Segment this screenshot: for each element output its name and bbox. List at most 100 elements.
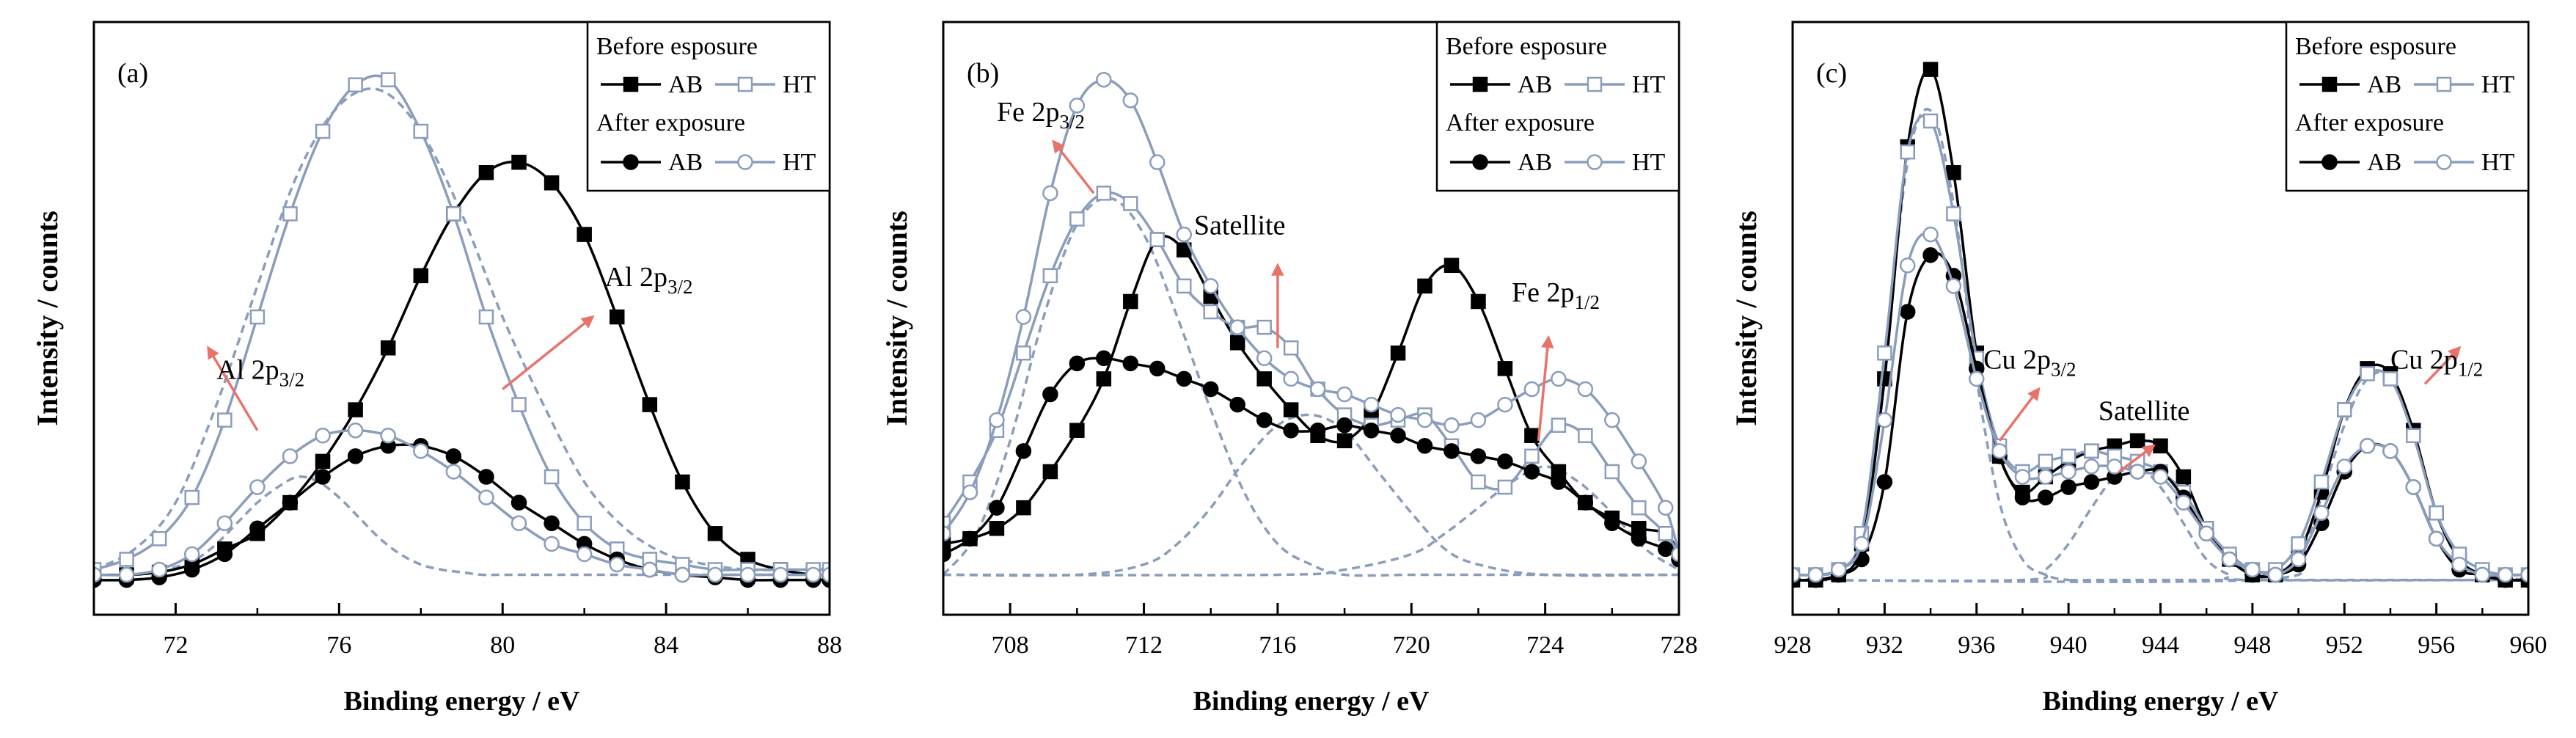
data-point [2060, 448, 2076, 464]
data-point [577, 227, 592, 242]
annotation-arrow [502, 315, 595, 390]
data-point [1256, 371, 1272, 387]
data-point [1577, 381, 1594, 398]
data-point [184, 489, 200, 505]
annotation-label: Al 2p3/2 [216, 354, 304, 390]
data-point [282, 448, 299, 464]
data-point [822, 566, 830, 583]
data-point [1899, 304, 1916, 320]
data-point [1969, 370, 1985, 387]
data-point [511, 397, 527, 412]
data-point [1256, 319, 1272, 335]
data-point [1658, 541, 1674, 558]
data-point [1229, 335, 1245, 351]
y-axis-title: Intensity / counts [880, 211, 913, 425]
data-point [445, 448, 462, 464]
data-point [1631, 500, 1647, 516]
data-point [2014, 469, 2031, 485]
data-point [544, 536, 560, 552]
data-point [1069, 423, 1085, 438]
data-point [282, 494, 299, 511]
panel-0: 72 76 80 84 88 Binding energy / eV Intensity /… [31, 21, 842, 717]
annotation-subscript: 3/2 [667, 276, 693, 298]
data-point [1471, 293, 1486, 310]
data-point [1443, 417, 1460, 434]
series-0 [94, 154, 830, 582]
panel-2: 928 932 936 940 944 948 952 956 960 Binding energ… [1730, 21, 2547, 717]
x-tick-label: 708 [992, 632, 1029, 659]
series-3 [1793, 226, 2528, 583]
data-point [2083, 458, 2100, 475]
x-axis-title: Binding energy / eV [344, 686, 581, 717]
data-point [1256, 412, 1273, 428]
data-point [1149, 360, 1166, 377]
annotation-subscript: 1/2 [1575, 291, 1600, 313]
data-point [511, 515, 527, 531]
annotation-arrow [1052, 139, 1095, 194]
data-point [1497, 479, 1513, 495]
data-point [1991, 443, 2008, 459]
data-point [1922, 246, 1939, 263]
x-tick-label: 960 [2510, 632, 2547, 659]
data-point [609, 309, 625, 325]
data-point [413, 268, 429, 284]
data-point [1416, 438, 1433, 454]
data-point [478, 489, 494, 505]
data-point [1497, 396, 1513, 413]
data-point [2313, 474, 2330, 490]
data-point [1416, 412, 1433, 428]
data-point [1443, 257, 1460, 274]
data-point [1497, 361, 1513, 376]
data-point [576, 546, 593, 563]
data-point [2360, 366, 2375, 381]
data-point [1524, 448, 1540, 464]
data-point [1363, 422, 1380, 439]
data-point [1283, 370, 1299, 387]
data-point [707, 566, 723, 583]
x-tick-label: 720 [1393, 632, 1430, 659]
data-point [119, 552, 134, 567]
annotation-arrow [2423, 346, 2462, 385]
data-point [2244, 561, 2261, 578]
data-point [2337, 402, 2352, 417]
annotation-label: Al 2p3/2 [605, 262, 693, 298]
data-point [1876, 474, 1893, 490]
data-point [1096, 371, 1112, 387]
data-point [2038, 489, 2054, 505]
data-point [989, 500, 1005, 516]
data-point [446, 206, 461, 222]
annotation-label: Fe 2p3/2 [997, 97, 1085, 133]
data-point [511, 154, 527, 170]
data-point [1390, 427, 1406, 444]
data-point [544, 175, 560, 191]
data-point [2198, 525, 2214, 542]
legend-heading-before: Before esposure [2295, 33, 2456, 60]
data-point [445, 464, 462, 480]
x-tick-label: 944 [2142, 632, 2179, 659]
data-point [1604, 464, 1620, 480]
data-point [2405, 479, 2422, 495]
legend-label-ht: HT [783, 71, 816, 98]
data-point [2474, 566, 2491, 583]
data-point [380, 340, 396, 356]
data-point [1497, 453, 1513, 470]
data-point [1122, 92, 1139, 109]
data-point [1123, 293, 1138, 310]
data-point [2359, 438, 2376, 454]
data-point [118, 566, 135, 583]
data-point [1336, 386, 1353, 403]
legend-label-ht: HT [2481, 149, 2515, 176]
data-point [217, 412, 233, 428]
data-point [151, 561, 167, 578]
panel-1: 708 712 716 720 724 728 Binding energy / eV Int… [880, 21, 1698, 717]
annotation-arrow [207, 346, 259, 431]
legend-label-ab: AB [2367, 149, 2401, 176]
data-point [1631, 453, 1647, 470]
data-point [2267, 566, 2283, 583]
data-point [1336, 433, 1353, 449]
axes-frame [92, 21, 831, 616]
data-point [1631, 530, 1647, 547]
data-point [478, 469, 494, 485]
data-point [1096, 186, 1112, 201]
data-point [1256, 350, 1273, 367]
